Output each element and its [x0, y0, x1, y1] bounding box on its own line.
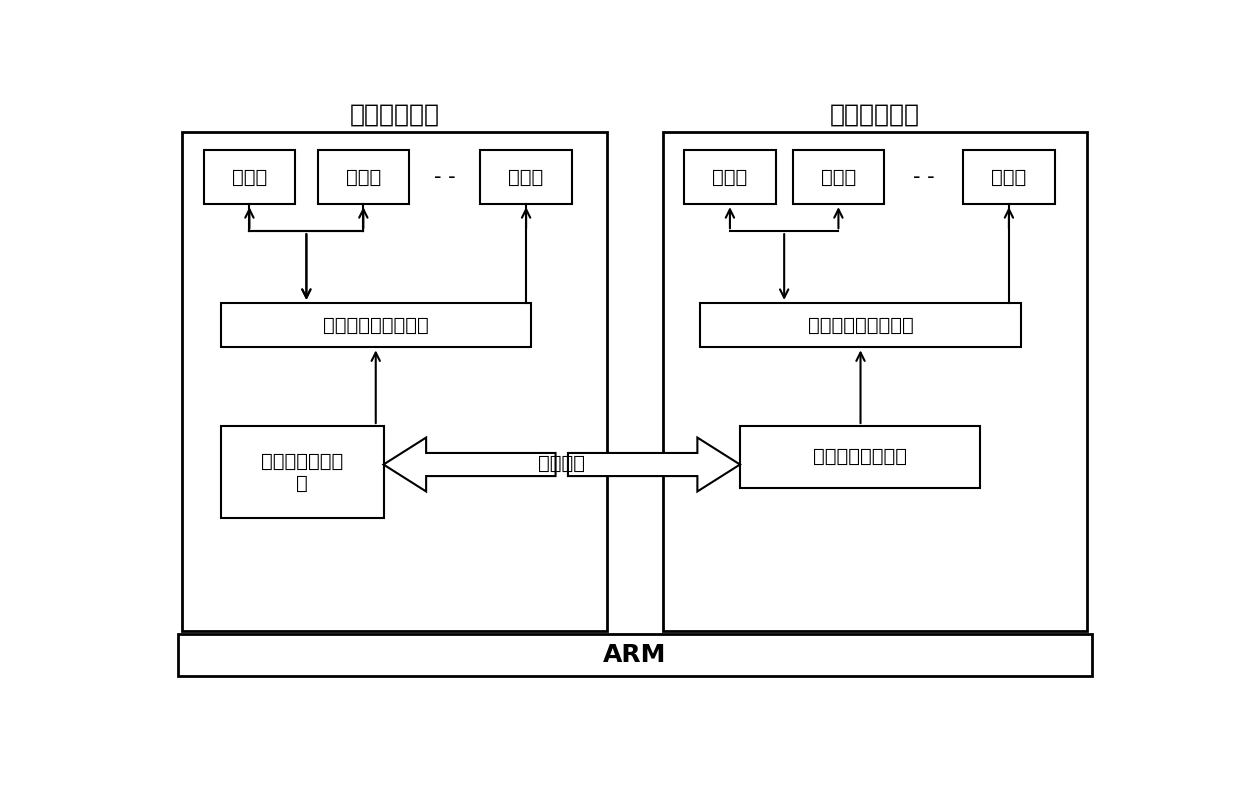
Text: 共享内存: 共享内存: [538, 453, 585, 472]
Text: 客户端: 客户端: [346, 168, 380, 187]
Text: 服务端系统调用接口: 服务端系统调用接口: [808, 316, 913, 335]
Text: 普通操作系统: 普通操作系统: [349, 102, 440, 127]
Bar: [963, 150, 1054, 204]
Polygon shape: [567, 437, 740, 491]
Text: 底层安全通信驱动: 底层安全通信驱动: [813, 448, 907, 467]
Text: 安全操作系统: 安全操作系统: [830, 102, 919, 127]
Bar: [684, 150, 776, 204]
Text: 服务端: 服务端: [991, 168, 1027, 187]
Bar: [203, 150, 295, 204]
Text: 客户端: 客户端: [508, 168, 544, 187]
Text: ARM: ARM: [603, 643, 667, 667]
Bar: [221, 303, 530, 347]
Bar: [793, 150, 885, 204]
Polygon shape: [384, 437, 555, 491]
Bar: [317, 150, 409, 204]
Text: 服务端: 服务端: [712, 168, 747, 187]
Text: 客户端: 客户端: [232, 168, 268, 187]
Bar: [740, 426, 980, 487]
Text: 底层普通通信驱
动: 底层普通通信驱 动: [261, 452, 343, 493]
Bar: [221, 426, 384, 518]
Text: - -: - -: [913, 168, 934, 187]
Bar: [663, 132, 1087, 631]
Bar: [700, 303, 1021, 347]
Text: 服务端: 服务端: [820, 168, 856, 187]
Bar: [178, 634, 1092, 676]
Bar: [481, 150, 572, 204]
Text: - -: - -: [434, 168, 456, 187]
Bar: [182, 132, 607, 631]
Text: 客户端系统调用接口: 客户端系统调用接口: [323, 316, 429, 335]
